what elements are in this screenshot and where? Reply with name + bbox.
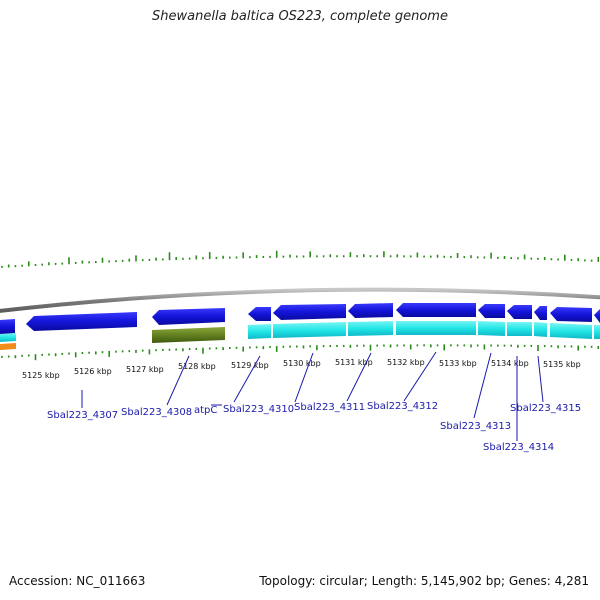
cds-forward-1 (0, 319, 15, 334)
leader-line (166, 355, 190, 406)
cds-forward-2 (26, 312, 137, 331)
cds-forward-4 (248, 307, 271, 321)
cds-forward-7 (396, 303, 476, 317)
reverse-strand-track (248, 321, 600, 339)
accession-text: Accession: NC_011663 (9, 574, 146, 588)
map-title: Shewanella baltica OS223, complete genom… (152, 9, 448, 24)
cds-forward-11 (550, 307, 592, 322)
kbp-label: 5135 kbp (543, 360, 581, 369)
gene-label-sbal223-4308[interactable]: Sbal223_4308 (121, 407, 192, 418)
leader-line (403, 351, 437, 402)
cds-forward-5 (273, 304, 346, 320)
cds-reverse-9 (594, 325, 600, 339)
gene-label-sbal223-4314[interactable]: Sbal223_4314 (483, 442, 554, 453)
gene-label-atpc[interactable]: atpC (194, 405, 217, 416)
rna-feature (152, 327, 225, 343)
cds-reverse-8 (550, 323, 592, 339)
kbp-label: 5129 kbp (231, 361, 269, 370)
cds-reverse-5 (478, 321, 505, 336)
kbp-label: 5134 kbp (491, 359, 529, 368)
gene-leader-lines (81, 351, 544, 441)
kbp-label: 5130 kbp (283, 359, 321, 368)
cds-forward-12 (594, 309, 600, 323)
leader-line (294, 352, 314, 403)
cds-reverse-1 (248, 324, 271, 339)
kbp-scale: 5125 kbp 5126 kbp 5127 kbp 5128 kbp 5129… (22, 358, 581, 380)
leader-line (346, 352, 372, 402)
orange-feature (0, 343, 16, 350)
kbp-label: 5127 kbp (126, 365, 164, 374)
gc-content-track (1, 344, 600, 361)
leader-line (473, 352, 492, 419)
cds-reverse-3 (348, 321, 393, 336)
gc-skew-track (1, 250, 600, 268)
cds-forward-10 (534, 306, 547, 320)
gene-label-sbal223-4313[interactable]: Sbal223_4313 (440, 421, 511, 432)
cds-forward-8 (478, 304, 505, 318)
gene-label-sbal223-4311[interactable]: Sbal223_4311 (294, 402, 365, 413)
cds-forward-9 (507, 305, 532, 319)
gene-label-sbal223-4310[interactable]: Sbal223_4310 (223, 404, 294, 415)
cds-reverse-6 (507, 322, 532, 336)
kbp-label: 5128 kbp (178, 362, 216, 371)
gene-labels: Sbal223_4307 Sbal223_4308 atpC Sbal223_4… (47, 401, 581, 453)
gene-label-sbal223-4315[interactable]: Sbal223_4315 (510, 403, 581, 414)
backbone-arc (0, 287, 600, 313)
cds-reverse-2 (273, 322, 346, 338)
leader-line (537, 355, 544, 403)
kbp-label: 5132 kbp (387, 358, 425, 367)
cds-reverse-7 (534, 322, 547, 337)
kbp-label: 5125 kbp (22, 371, 60, 380)
cds-reverse-4 (396, 321, 476, 335)
leader-line (233, 355, 261, 403)
forward-strand-track (0, 303, 600, 334)
cds-forward-3 (152, 308, 225, 325)
kbp-label: 5131 kbp (335, 358, 373, 367)
gene-label-sbal223-4312[interactable]: Sbal223_4312 (367, 401, 438, 412)
gene-label-sbal223-4307[interactable]: Sbal223_4307 (47, 410, 118, 421)
cds-forward-6 (348, 303, 393, 318)
kbp-label: 5133 kbp (439, 359, 477, 368)
topology-text: Topology: circular; Length: 5,145,902 bp… (259, 574, 589, 588)
teal-feature-left (0, 333, 16, 342)
kbp-label: 5126 kbp (74, 367, 112, 376)
